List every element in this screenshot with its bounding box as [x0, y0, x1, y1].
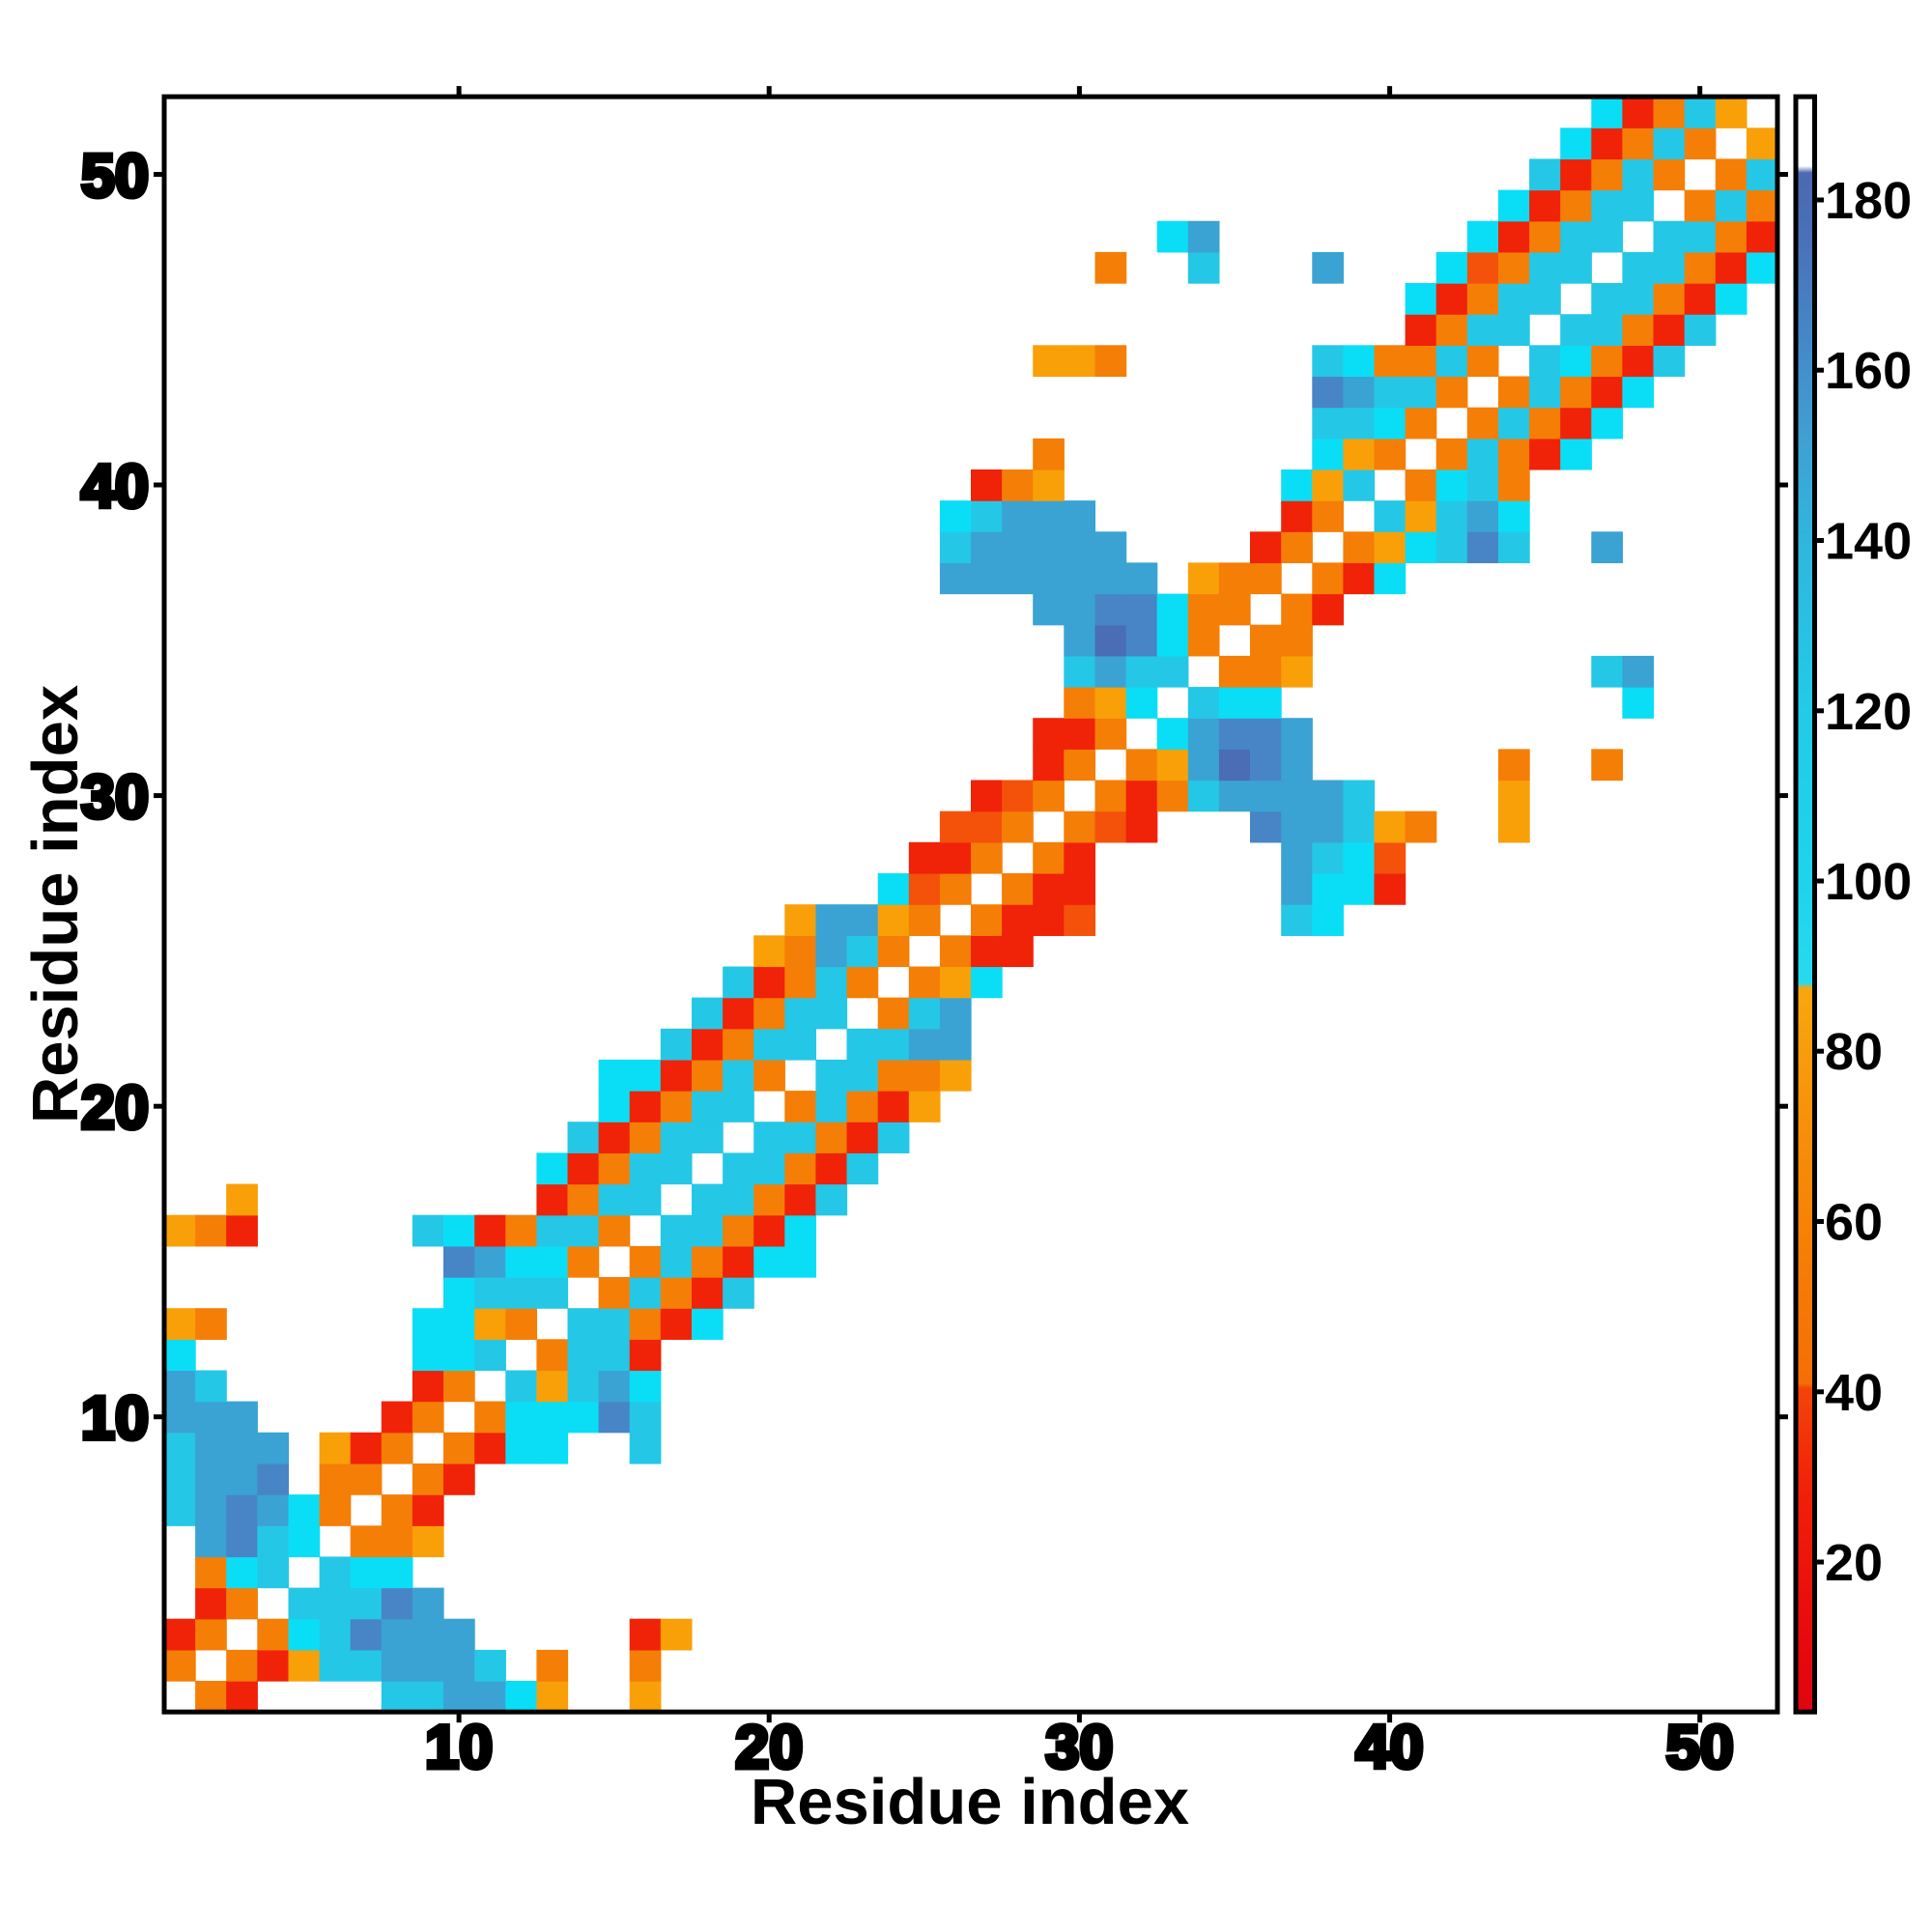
svg-text:40: 40: [81, 453, 149, 521]
svg-text:Residue index: Residue index: [751, 1766, 1189, 1838]
svg-text:20: 20: [735, 1714, 803, 1781]
svg-text:50: 50: [81, 143, 149, 211]
svg-text:10: 10: [81, 1385, 149, 1453]
svg-text:160: 160: [1825, 342, 1912, 400]
svg-text:40: 40: [1825, 1364, 1883, 1422]
svg-text:80: 80: [1825, 1023, 1883, 1081]
svg-text:Residue index: Residue index: [19, 685, 92, 1123]
svg-text:30: 30: [1045, 1714, 1113, 1781]
svg-text:10: 10: [425, 1714, 493, 1781]
svg-text:20: 20: [81, 1074, 149, 1142]
svg-text:50: 50: [1666, 1714, 1734, 1781]
svg-text:60: 60: [1825, 1194, 1883, 1252]
svg-text:180: 180: [1825, 172, 1912, 230]
svg-text:20: 20: [1825, 1534, 1883, 1592]
svg-text:100: 100: [1825, 853, 1912, 911]
svg-text:40: 40: [1356, 1714, 1424, 1781]
svg-text:30: 30: [81, 764, 149, 832]
svg-text:120: 120: [1825, 683, 1912, 741]
svg-text:140: 140: [1825, 513, 1912, 571]
